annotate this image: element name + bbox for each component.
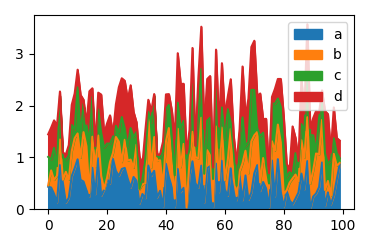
Legend: a, b, c, d: a, b, c, d xyxy=(288,22,347,110)
